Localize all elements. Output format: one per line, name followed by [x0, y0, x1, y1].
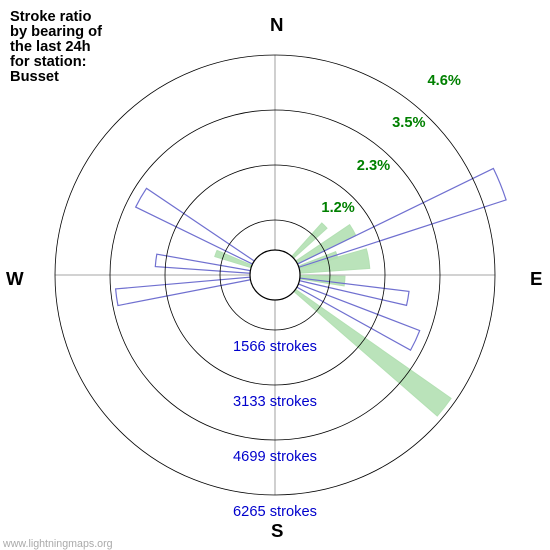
- pct-ring-label: 3.5%: [392, 115, 425, 131]
- chart-title: Stroke ratio by bearing of the last 24h …: [10, 10, 102, 85]
- chart-root: Stroke ratio by bearing of the last 24h …: [0, 0, 550, 550]
- stroke-ring-label: 1566 strokes: [175, 339, 375, 355]
- cardinal-s: S: [271, 520, 283, 542]
- stroke-ring-label: 4699 strokes: [175, 449, 375, 465]
- cardinal-e: E: [530, 268, 542, 290]
- blue-bar: [155, 254, 250, 273]
- stroke-ring-label: 6265 strokes: [175, 504, 375, 520]
- blue-bar: [116, 277, 251, 305]
- credit-label: www.lightningmaps.org: [3, 538, 113, 550]
- pct-ring-label: 4.6%: [427, 73, 460, 89]
- stroke-ring-label: 3133 strokes: [175, 394, 375, 410]
- cardinal-w: W: [6, 268, 24, 290]
- cardinal-n: N: [270, 14, 283, 36]
- pct-ring-label: 1.2%: [321, 200, 354, 216]
- pct-ring-label: 2.3%: [357, 158, 390, 174]
- blue-bar: [299, 278, 409, 305]
